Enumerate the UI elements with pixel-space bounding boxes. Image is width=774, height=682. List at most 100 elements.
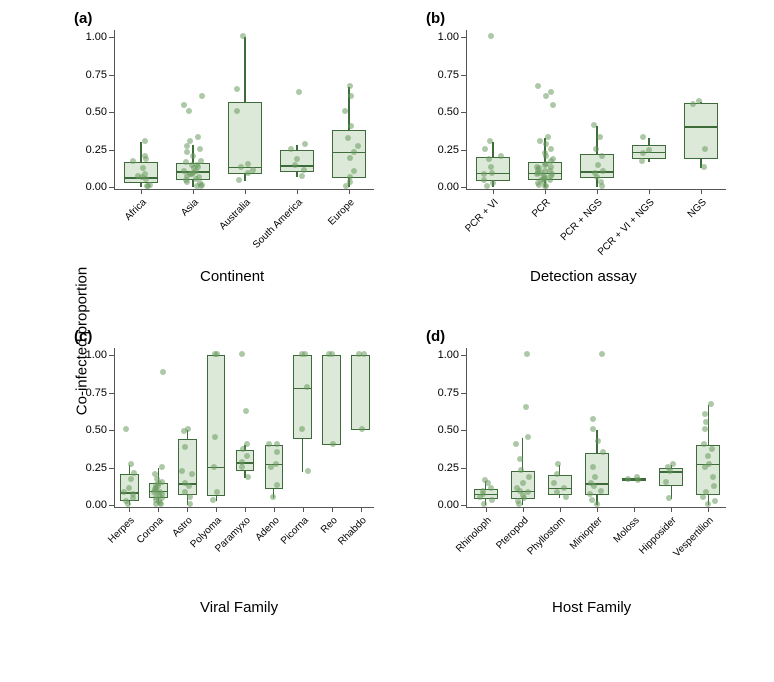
x-tick	[649, 189, 650, 194]
data-point	[545, 134, 551, 140]
x-tick	[193, 189, 194, 194]
data-point	[702, 411, 708, 417]
data-point	[482, 477, 488, 483]
data-point	[296, 89, 302, 95]
data-point	[299, 351, 305, 357]
data-point	[199, 93, 205, 99]
panel-label: (b)	[426, 10, 445, 27]
data-point	[239, 351, 245, 357]
data-point	[598, 488, 604, 494]
data-point	[299, 173, 305, 179]
whisker	[559, 495, 560, 498]
y-tick	[109, 430, 114, 431]
data-point	[526, 474, 532, 480]
data-point	[266, 441, 272, 447]
x-tick-label: Corona	[135, 515, 166, 546]
data-point	[701, 164, 707, 170]
data-point	[190, 153, 196, 159]
data-point	[489, 170, 495, 176]
plot-area: 0.000.250.500.751.00HerpesCoronaAstroPol…	[114, 348, 374, 508]
data-point	[551, 480, 557, 486]
x-tick	[361, 507, 362, 512]
panel-label: (a)	[74, 10, 92, 27]
plot-area: 0.000.250.500.751.00AfricaAsiaAustraliaS…	[114, 30, 374, 190]
data-point	[288, 146, 294, 152]
data-point	[670, 461, 676, 467]
x-tick	[634, 507, 635, 512]
data-point	[594, 501, 600, 507]
data-point	[131, 470, 137, 476]
data-point	[123, 426, 129, 432]
whisker	[140, 183, 141, 187]
data-point	[210, 497, 216, 503]
data-point	[481, 171, 487, 177]
x-axis-label: Viral Family	[200, 599, 278, 616]
data-point	[696, 98, 702, 104]
data-point	[181, 102, 187, 108]
data-point	[181, 428, 187, 434]
data-point	[666, 495, 672, 501]
data-point	[589, 497, 595, 503]
y-tick-label: 0.50	[438, 106, 459, 118]
x-axis-label: Continent	[200, 268, 264, 285]
data-point	[481, 501, 487, 507]
data-point	[126, 485, 132, 491]
data-point	[705, 501, 711, 507]
y-tick	[109, 37, 114, 38]
data-point	[550, 102, 556, 108]
y-tick	[461, 468, 466, 469]
data-point	[563, 494, 569, 500]
data-point	[292, 162, 298, 168]
data-point	[130, 491, 136, 497]
data-point	[513, 441, 519, 447]
x-tick-label: Reo	[319, 515, 340, 536]
y-tick	[461, 37, 466, 38]
y-tick-label: 0.00	[86, 181, 107, 193]
x-tick-label: Miniopter	[568, 515, 605, 552]
data-point	[588, 480, 594, 486]
x-tick	[597, 507, 598, 512]
data-point	[706, 461, 712, 467]
data-point	[299, 426, 305, 432]
x-tick	[297, 189, 298, 194]
data-point	[187, 494, 193, 500]
whisker	[302, 439, 303, 472]
data-point	[542, 150, 548, 156]
box	[684, 103, 718, 158]
data-point	[347, 83, 353, 89]
data-point	[487, 138, 493, 144]
data-point	[240, 33, 246, 39]
data-point	[211, 464, 217, 470]
whisker	[648, 159, 649, 162]
data-point	[523, 404, 529, 410]
data-point	[345, 135, 351, 141]
data-point	[663, 479, 669, 485]
y-tick-label: 0.50	[438, 424, 459, 436]
data-point	[198, 158, 204, 164]
y-tick	[461, 75, 466, 76]
x-tick-label: Herpes	[107, 515, 138, 546]
x-tick	[245, 189, 246, 194]
data-point	[147, 182, 153, 188]
data-point	[142, 171, 148, 177]
data-point	[703, 419, 709, 425]
data-point	[488, 164, 494, 170]
data-point	[302, 141, 308, 147]
data-point	[128, 476, 134, 482]
x-tick-label: Europe	[326, 197, 357, 228]
data-point	[481, 177, 487, 183]
data-point	[186, 108, 192, 114]
data-point	[243, 408, 249, 414]
y-tick-label: 0.75	[438, 387, 459, 399]
y-tick	[461, 187, 466, 188]
data-point	[537, 138, 543, 144]
y-tick	[109, 468, 114, 469]
data-point	[294, 156, 300, 162]
x-tick	[141, 189, 142, 194]
whisker	[140, 142, 141, 161]
data-point	[189, 471, 195, 477]
data-point	[250, 167, 256, 173]
y-tick-label: 0.00	[86, 499, 107, 511]
x-tick	[545, 189, 546, 194]
data-point	[712, 498, 718, 504]
